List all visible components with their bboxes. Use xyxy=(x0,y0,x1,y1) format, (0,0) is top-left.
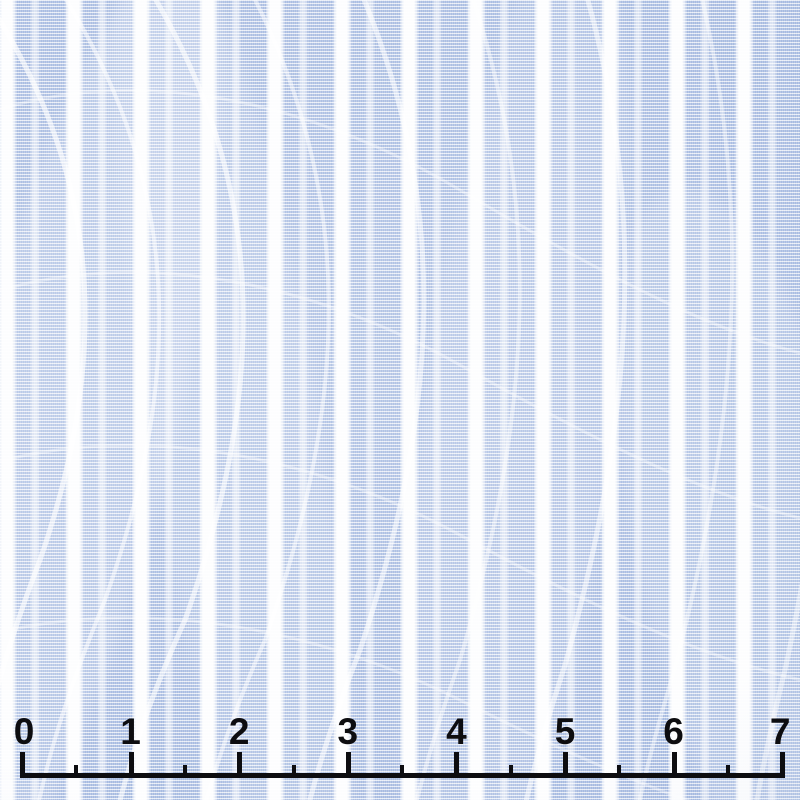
ruler-tick-label: 2 xyxy=(228,711,250,752)
ruler-minor-tick xyxy=(508,765,513,778)
ruler-tick-label: 0 xyxy=(13,711,35,752)
drape-wave-band xyxy=(563,164,800,800)
ruler-tick-label: 7 xyxy=(769,711,791,752)
ruler-tick-label: 3 xyxy=(337,711,359,752)
ruler-tick-label: 4 xyxy=(446,711,467,752)
ruler-major-tick xyxy=(563,752,568,778)
ruler-tick-label: 5 xyxy=(554,711,576,752)
ruler-major-tick xyxy=(128,752,134,778)
ruler-minor-tick xyxy=(725,765,730,778)
ruler-major-tick xyxy=(780,752,786,778)
ruler-minor-tick xyxy=(74,765,79,778)
ruler-minor-tick xyxy=(400,765,405,778)
ruler-tick-label: 6 xyxy=(663,711,684,752)
ruler-minor-tick xyxy=(291,765,296,778)
drape-wave-band xyxy=(0,0,288,800)
ruler-tick-label: 1 xyxy=(120,711,141,752)
drape-wave-band xyxy=(356,0,674,800)
ruler-minor-tick xyxy=(182,765,187,778)
ruler-overlay: 0 1 2 3 4 5 6 7 xyxy=(0,708,800,800)
ruler-major-tick xyxy=(454,752,460,778)
ruler-major-tick xyxy=(237,752,243,778)
ruler-major-tick xyxy=(345,752,351,778)
ruler-baseline xyxy=(22,773,783,778)
ruler-major-tick xyxy=(20,752,25,778)
ruler-major-tick xyxy=(671,752,677,778)
drape-wave-band xyxy=(65,0,405,800)
ruler-minor-tick xyxy=(617,765,622,778)
